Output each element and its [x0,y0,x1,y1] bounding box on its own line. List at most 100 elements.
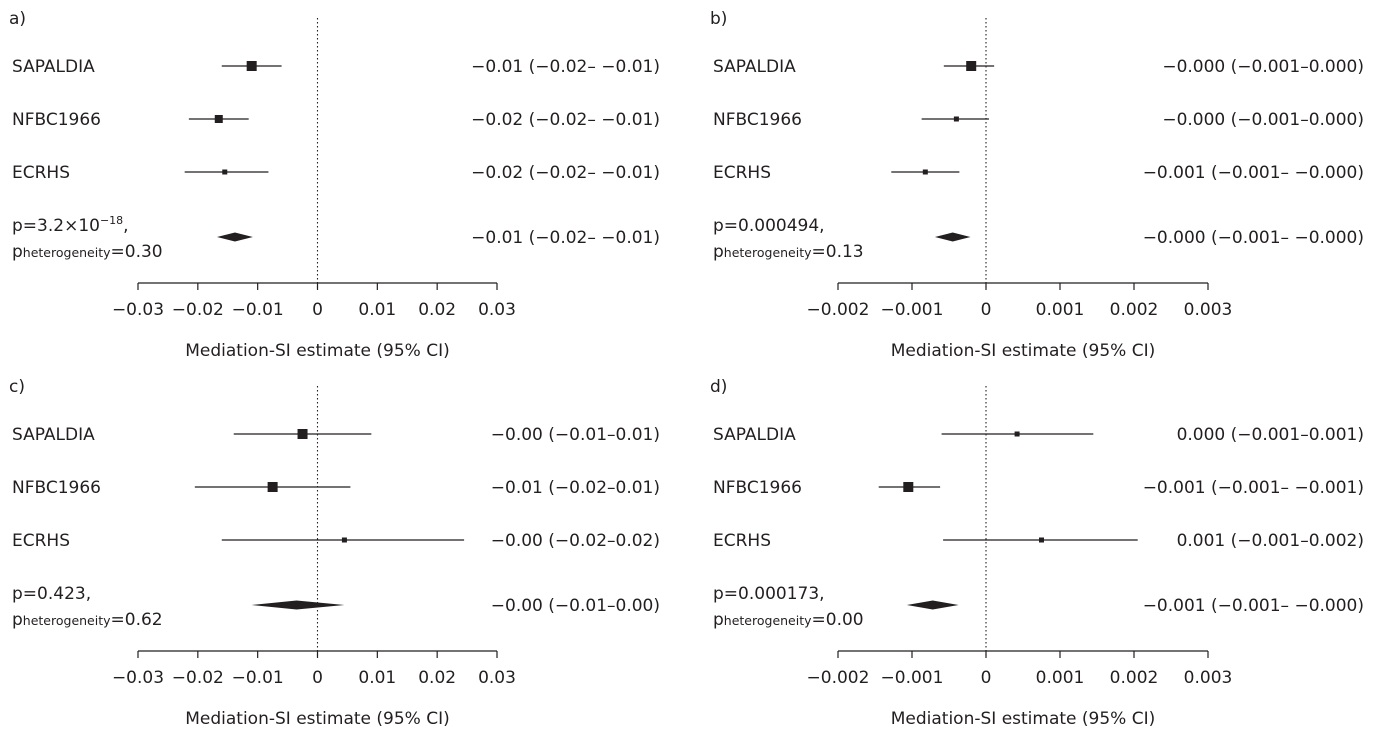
point-estimate-marker [246,61,257,71]
panel-label: d) [710,377,727,397]
x-tick-label: 0 [981,300,992,320]
estimate-label: −0.001 (−0.001– −0.000) [1143,163,1364,183]
summary-diamond [251,600,345,610]
x-tick-label: −0.03 [112,668,164,688]
estimate-label: 0.001 (−0.001–0.002) [1177,531,1364,551]
x-tick-label: 0 [981,668,992,688]
heterogeneity-subscript: heterogeneity [23,245,111,260]
heterogeneity-label: pheterogeneity=0.00 [713,610,864,630]
summary-estimate-label: −0.00 (−0.01–0.00) [491,596,660,616]
p-value-exponent: −18 [100,214,123,227]
x-axis-title: Mediation-SI estimate (95% CI) [185,709,450,729]
study-name: SAPALDIA [713,425,796,445]
forest-plot-svg: a) SAPALDIA −0.01 (−0.02– −0.01) NFBC1966 −0… [9,9,660,361]
heterogeneity-subscript: heterogeneity [724,613,812,628]
heterogeneity-label: pheterogeneity=0.30 [12,242,163,262]
x-tick-label: 0.002 [1110,300,1159,320]
heterogeneity-value: =0.13 [812,242,864,262]
heterogeneity-value: =0.00 [812,610,864,630]
heterogeneity-label: pheterogeneity=0.62 [12,610,163,630]
x-tick-label: −0.02 [172,300,224,320]
x-axis-title: Mediation-SI estimate (95% CI) [185,341,450,361]
heterogeneity-p: p [12,610,23,630]
x-tick-label: 0.001 [1036,668,1085,688]
heterogeneity-p: p [713,610,724,630]
p-value-text: p=0.000494, [713,216,825,236]
x-tick-label: −0.01 [232,300,284,320]
estimate-label: −0.00 (−0.02–0.02) [491,531,660,551]
point-estimate-marker [341,537,347,543]
p-value-label: p=0.000173, [713,584,825,604]
estimate-label: 0.000 (−0.001–0.001) [1177,425,1364,445]
estimate-label: −0.001 (−0.001– −0.001) [1143,478,1364,498]
x-tick-label: −0.01 [232,668,284,688]
x-tick-label: −0.001 [881,300,944,320]
point-estimate-marker [222,169,228,175]
forest-panel-a: a) SAPALDIA −0.01 (−0.02– −0.01) NFBC1966 −0… [0,0,690,368]
study-name: ECRHS [713,163,771,183]
point-estimate-marker [903,482,914,492]
p-value-suffix: , [123,216,128,236]
forest-panel-d: d) SAPALDIA 0.000 (−0.001–0.001) NFBC1966 −0… [690,368,1380,736]
study-name: SAPALDIA [12,57,95,77]
p-value-text: p=0.423, [12,584,91,604]
x-tick-label: 0.003 [1184,300,1233,320]
x-tick-label: 0.03 [478,668,516,688]
x-tick-label: −0.001 [881,668,944,688]
p-value-text: p=3.2×10 [12,216,100,236]
point-estimate-marker [214,115,223,123]
x-tick-label: 0 [312,300,323,320]
panel-label: c) [9,377,25,397]
x-tick-label: 0.02 [418,668,456,688]
heterogeneity-subscript: heterogeneity [724,245,812,260]
point-estimate-marker [953,116,959,122]
x-tick-label: 0.01 [358,668,396,688]
x-tick-label: −0.03 [112,300,164,320]
panel-label: b) [710,9,727,29]
point-estimate-marker [1039,537,1044,543]
p-value-label: p=0.000494, [713,216,825,236]
p-value-text: p=0.000173, [713,584,825,604]
x-tick-label: 0.001 [1036,300,1085,320]
study-name: ECRHS [713,531,771,551]
estimate-label: −0.02 (−0.02– −0.01) [471,110,660,130]
x-tick-label: 0.01 [358,300,396,320]
p-value-label: p=0.423, [12,584,91,604]
forest-panel-c: c) SAPALDIA −0.00 (−0.01–0.01) NFBC1966 −0.0… [0,368,690,736]
study-name: ECRHS [12,531,70,551]
x-tick-label: 0.002 [1110,668,1159,688]
forest-panel-b: b) SAPALDIA −0.000 (−0.001–0.000) NFBC1966 −… [690,0,1380,368]
point-estimate-marker [297,429,308,439]
study-name: ECRHS [12,163,70,183]
heterogeneity-p: p [12,242,23,262]
heterogeneity-subscript: heterogeneity [23,613,111,628]
study-name: SAPALDIA [713,57,796,77]
study-name: NFBC1966 [713,478,802,498]
x-tick-label: −0.002 [807,300,870,320]
p-value-label: p=3.2×10−18, [12,214,129,236]
estimate-label: −0.02 (−0.02– −0.01) [471,163,660,183]
summary-diamond [906,600,959,610]
heterogeneity-p: p [713,242,724,262]
summary-estimate-label: −0.01 (−0.02– −0.01) [471,228,660,248]
estimate-label: −0.01 (−0.02– −0.01) [471,57,660,77]
heterogeneity-value: =0.62 [111,610,163,630]
study-name: NFBC1966 [12,478,101,498]
x-tick-label: 0 [312,668,323,688]
x-tick-label: 0.03 [478,300,516,320]
forest-plot-svg: d) SAPALDIA 0.000 (−0.001–0.001) NFBC1966 −0… [710,377,1364,729]
estimate-label: −0.000 (−0.001–0.000) [1162,57,1364,77]
point-estimate-marker [1014,431,1020,437]
estimate-label: −0.01 (−0.02–0.01) [491,478,660,498]
study-name: NFBC1966 [12,110,101,130]
estimate-label: −0.000 (−0.001–0.000) [1162,110,1364,130]
x-tick-label: 0.003 [1184,668,1233,688]
point-estimate-marker [267,482,278,492]
point-estimate-marker [966,61,977,71]
x-tick-label: −0.02 [172,668,224,688]
x-axis-title: Mediation-SI estimate (95% CI) [891,709,1156,729]
forest-plot-svg: c) SAPALDIA −0.00 (−0.01–0.01) NFBC1966 −0.0… [9,377,660,729]
summary-estimate-label: −0.000 (−0.001– −0.000) [1143,228,1364,248]
estimate-label: −0.00 (−0.01–0.01) [491,425,660,445]
study-name: NFBC1966 [713,110,802,130]
